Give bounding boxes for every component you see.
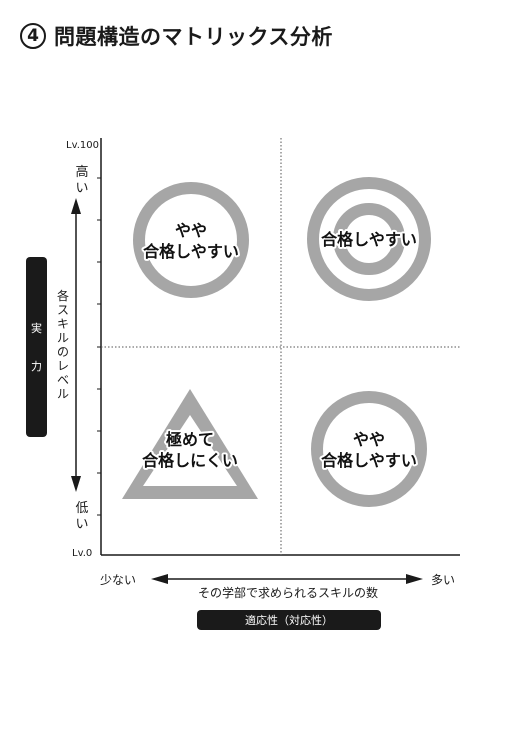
y-arrow-down bbox=[71, 476, 81, 492]
bottom-right-line-2: 合格しやすい bbox=[321, 451, 417, 470]
y-desc-char-4: ル bbox=[57, 331, 69, 345]
single-circle-top-left bbox=[133, 182, 249, 298]
bottom-left-line-2: 合格しにくい bbox=[142, 451, 238, 470]
y-desc-char-1: 各 bbox=[57, 288, 69, 303]
bottom-left-line-1: 極めて bbox=[165, 430, 214, 449]
y-low-char-1: 低 bbox=[75, 501, 88, 516]
y-box-char-2: 力 bbox=[31, 360, 42, 373]
y-box-char-1: 実 bbox=[31, 321, 42, 335]
y-desc-char-8: ル bbox=[57, 387, 69, 401]
y-description: 各 ス キ ル の レ ベ ル bbox=[57, 288, 69, 401]
y-desc-char-7: ベ bbox=[57, 373, 69, 387]
double-circle-inner bbox=[333, 203, 405, 275]
y-desc-char-3: キ bbox=[57, 317, 69, 331]
top-left-line-2: 合格しやすい bbox=[143, 242, 239, 261]
y-top-label: Lv.100 bbox=[66, 140, 99, 151]
y-desc-char-2: ス bbox=[57, 303, 69, 317]
single-circle-bottom-right bbox=[311, 391, 427, 507]
x-arrow-right bbox=[406, 574, 423, 584]
x-description: その学部で求められるスキルの数 bbox=[198, 585, 378, 600]
page-title: 4 問題構造のマトリックス分析 bbox=[20, 18, 333, 54]
triangle-inner bbox=[143, 415, 237, 486]
y-ticks bbox=[97, 177, 101, 516]
y-desc-char-5: の bbox=[57, 345, 69, 359]
y-high-char-1: 高 bbox=[75, 164, 88, 180]
title-text: 問題構造のマトリックス分析 bbox=[54, 25, 333, 49]
x-arrow-left bbox=[151, 574, 168, 584]
double-circle-outer bbox=[307, 177, 431, 301]
x-box-label: 適応性（対応性） bbox=[245, 613, 333, 627]
y-arrow-up bbox=[71, 198, 81, 214]
top-right-line-1: 合格しやすい bbox=[321, 230, 417, 249]
bottom-right-line-1: やや bbox=[353, 430, 385, 449]
y-high-char-2: い bbox=[75, 181, 88, 196]
title-number: 4 bbox=[20, 23, 46, 49]
x-category-box bbox=[197, 610, 381, 630]
y-bottom-label: Lv.0 bbox=[72, 548, 92, 559]
y-low-char-2: い bbox=[75, 517, 88, 532]
top-left-line-1: やや bbox=[175, 221, 207, 240]
x-right-label: 多い bbox=[431, 573, 455, 587]
y-desc-char-6: レ bbox=[57, 359, 69, 373]
y-category-box bbox=[26, 257, 47, 437]
x-left-label: 少ない bbox=[100, 573, 136, 587]
